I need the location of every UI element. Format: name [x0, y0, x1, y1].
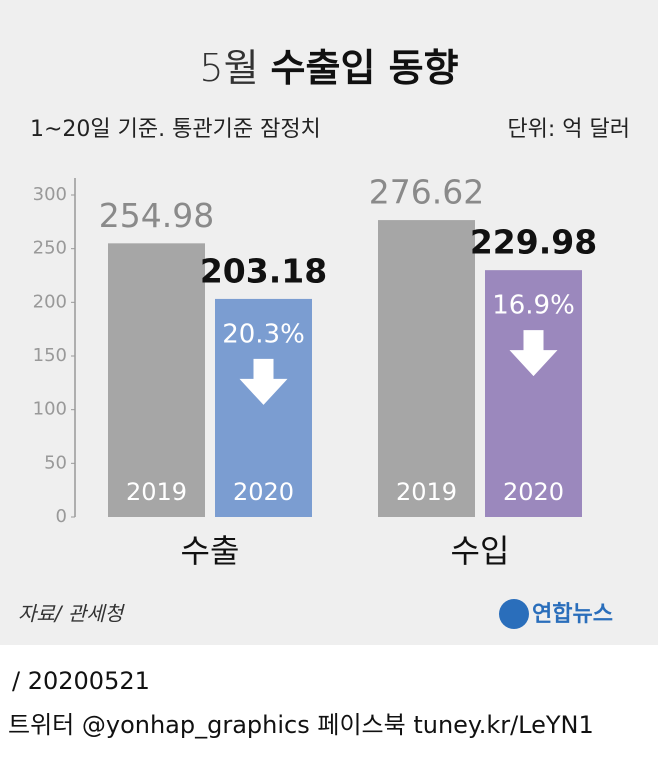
value-label: 203.18: [200, 251, 327, 290]
bar-series-label: 2019: [126, 478, 187, 506]
x-tick-label: 수입: [451, 532, 510, 570]
logo: 연합뉴스: [532, 601, 613, 627]
change-label: 16.9%: [492, 291, 575, 321]
change-arrow: [509, 330, 558, 377]
bar: [378, 220, 475, 517]
value-label: 276.62: [369, 173, 484, 212]
y-tick-label: 0: [56, 506, 67, 527]
y-tick-label: 50: [44, 452, 67, 473]
change-arrow: [239, 358, 288, 405]
source: 자료/ 관세청: [18, 602, 126, 626]
bar-series-label: 2019: [396, 478, 457, 506]
bar: [108, 243, 205, 517]
y-tick-label: 300: [33, 184, 67, 205]
unit: 단위: 억 달러: [507, 117, 630, 142]
bar-series-label: 2020: [503, 478, 564, 506]
x-tick-label: 수출: [181, 532, 240, 570]
title-light: 5월: [199, 46, 258, 90]
logo-icon: [499, 599, 529, 629]
y-tick-label: 150: [33, 345, 67, 366]
y-tick-label: 250: [33, 238, 67, 259]
subtitle: 1~20일 기준. 통관기준 잠정치: [30, 117, 321, 142]
y-tick-label: 100: [33, 399, 67, 420]
y-tick-label: 200: [33, 291, 67, 312]
bar: [215, 298, 312, 517]
footer-date: / 20200521: [12, 667, 150, 695]
footer-links: 트위터 @yonhap_graphics 페이스북 tuney.kr/LeYN1: [8, 711, 594, 739]
title-bold: 수출입 동향: [271, 46, 459, 90]
value-label: 229.98: [470, 223, 597, 262]
bar-series-label: 2020: [233, 478, 294, 506]
chart-title: 5월 수출입 동향: [199, 46, 458, 90]
value-label: 254.98: [99, 196, 214, 235]
change-label: 20.3%: [222, 319, 305, 349]
bar: [485, 270, 582, 517]
